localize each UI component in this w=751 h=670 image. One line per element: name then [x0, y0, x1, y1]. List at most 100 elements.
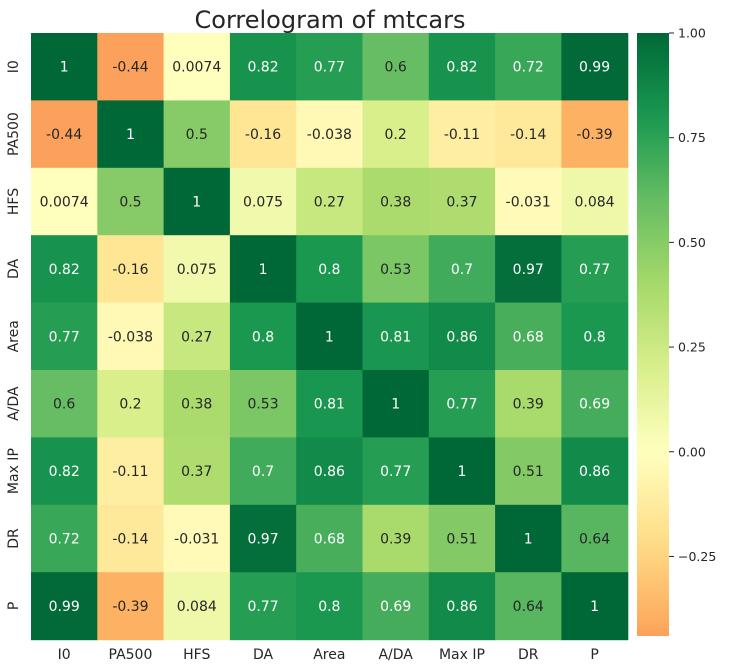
heatmap-cell	[428, 504, 496, 573]
cell-value: 1	[524, 532, 533, 548]
heatmap-annotations: 1 -0.44 0.0074 0.82 0.77 0.6 0.82 0.72 0.99 -0.44…	[40, 60, 615, 615]
heatmap-cell	[428, 33, 496, 101]
cell-value: -0.038	[307, 127, 352, 143]
cell-value: -0.11	[112, 464, 148, 480]
heatmap-cells	[31, 33, 629, 641]
cell-value: 0.77	[380, 464, 411, 480]
cell-value: -0.44	[112, 60, 148, 76]
heatmap-cell	[561, 167, 629, 236]
heatmap-cell	[296, 167, 364, 236]
row-label: DR	[6, 528, 22, 549]
cell-value: -0.44	[46, 127, 82, 143]
heatmap-cell	[428, 167, 496, 236]
cell-value: -0.14	[510, 127, 546, 143]
column-label: I0	[58, 647, 71, 663]
cell-value: -0.39	[576, 127, 612, 143]
heatmap-cell	[296, 235, 364, 304]
heatmap-cell	[163, 302, 231, 371]
heatmap-cell	[362, 302, 430, 371]
heatmap-cell	[495, 100, 562, 169]
heatmap-cell	[495, 504, 562, 573]
heatmap-cell	[229, 33, 297, 101]
cell-value: 1	[457, 464, 466, 480]
heatmap-cell	[97, 167, 165, 236]
cell-value: 1	[590, 599, 599, 615]
cell-value: 0.7	[252, 464, 274, 480]
heatmap-cell	[229, 437, 297, 506]
cell-value: -0.11	[444, 127, 480, 143]
heatmap-cell	[561, 33, 629, 101]
heatmap-cell	[495, 572, 562, 641]
heatmap-cell	[229, 302, 297, 371]
heatmap-cell	[296, 33, 364, 101]
heatmap-cell	[97, 302, 165, 371]
cell-value: 0.82	[49, 262, 80, 278]
cell-value: 0.39	[380, 532, 411, 548]
cell-value: 0.81	[380, 329, 411, 345]
heatmap-cell	[561, 235, 629, 304]
cell-value: -0.39	[112, 599, 148, 615]
heatmap-cell	[296, 504, 364, 573]
heatmap-cell	[163, 437, 231, 506]
colorbar	[637, 33, 669, 636]
cell-value: 1	[259, 262, 268, 278]
cell-value: 0.7	[451, 262, 473, 278]
row-label: P	[6, 602, 22, 610]
column-label: P	[590, 647, 598, 663]
heatmap-cell	[229, 100, 297, 169]
column-label: Max IP	[439, 647, 485, 663]
heatmap-cell	[97, 572, 165, 641]
cell-value: 0.2	[119, 397, 141, 413]
heatmap-cell	[362, 33, 430, 101]
heatmap-cell	[362, 504, 430, 573]
cell-value: 0.075	[177, 262, 217, 278]
heatmap-cell	[362, 235, 430, 304]
heatmap-cell	[296, 302, 364, 371]
colorbar-tick-label: 1.00	[678, 26, 706, 41]
cell-value: 0.69	[380, 599, 411, 615]
cell-value: 0.99	[49, 599, 80, 615]
heatmap-cell	[495, 302, 562, 371]
cell-value: 1	[325, 329, 334, 345]
heatmap-cell	[495, 167, 562, 236]
cell-value: 0.6	[53, 397, 75, 413]
cell-value: 1	[60, 60, 69, 76]
heatmap-cell	[31, 167, 98, 236]
heatmap-cell	[163, 235, 231, 304]
cell-value: -0.16	[112, 262, 148, 278]
row-labels: I0 PA500 HFS DA Area A/DA Max IP DR P	[6, 60, 22, 610]
cell-value: 0.27	[181, 329, 212, 345]
heatmap-cell	[495, 437, 562, 506]
heatmap-cell	[31, 572, 98, 641]
heatmap-cell	[163, 33, 231, 101]
cell-value: 0.8	[318, 599, 340, 615]
heatmap-cell	[428, 437, 496, 506]
chart-title: Correlogram of mtcars	[195, 6, 466, 34]
cell-value: 0.86	[314, 464, 345, 480]
heatmap-cell	[163, 572, 231, 641]
heatmap-cell	[163, 167, 231, 236]
heatmap-cell	[31, 370, 98, 438]
cell-value: 0.38	[380, 195, 411, 211]
cell-value: 0.68	[513, 329, 544, 345]
cell-value: 0.82	[49, 464, 80, 480]
heatmap-cell	[561, 572, 629, 641]
heatmap-cell	[561, 370, 629, 438]
row-label: Area	[6, 320, 22, 352]
row-label: A/DA	[6, 386, 22, 421]
cell-value: 0.86	[579, 464, 610, 480]
cell-value: 0.8	[318, 262, 340, 278]
colorbar-tick-label: 0.25	[678, 340, 706, 355]
heatmap-cell	[229, 235, 297, 304]
heatmap-cell	[296, 100, 364, 169]
heatmap-cell	[495, 235, 562, 304]
heatmap-cell	[97, 504, 165, 573]
heatmap-cell	[229, 167, 297, 236]
heatmap-cell	[31, 235, 98, 304]
cell-value: -0.038	[108, 329, 153, 345]
colorbar-tick-label: −0.25	[678, 549, 716, 564]
heatmap-cell	[97, 235, 165, 304]
cell-value: 0.27	[314, 195, 345, 211]
heatmap-cell	[31, 437, 98, 506]
cell-value: 0.68	[314, 532, 345, 548]
